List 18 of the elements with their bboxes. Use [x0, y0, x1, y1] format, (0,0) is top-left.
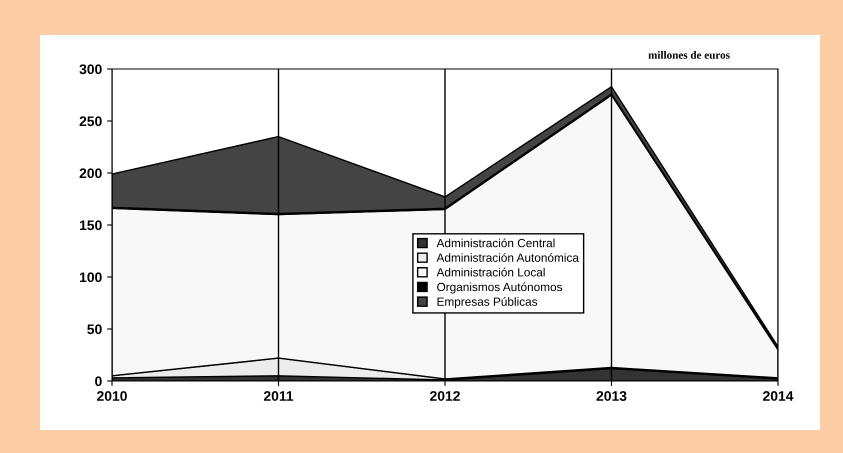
y-tick-label: 50	[87, 324, 102, 334]
x-tick-label: 2012	[430, 391, 460, 401]
x-tick-label: 2011	[264, 391, 294, 401]
y-tick-label: 0	[95, 376, 102, 386]
legend-label: Organismos Autónomos	[437, 282, 562, 294]
legend-label: Administración Central	[436, 238, 554, 248]
y-tick-label: 200	[80, 168, 102, 178]
y-tick-label: 250	[80, 116, 102, 126]
y-tick-label: 300	[79, 64, 102, 74]
x-tick-label: 2014	[763, 391, 794, 401]
y-tick-label: 150	[80, 220, 102, 230]
x-tick-label: 2013	[596, 391, 626, 401]
legend-label: Administración Local	[436, 268, 545, 276]
y-tick-label: 100	[80, 272, 102, 282]
legend-label: Administración Autonómica	[436, 253, 579, 262]
legend-label: Empresas Públicas	[438, 297, 538, 308]
y-axis-title: millones de euros	[648, 50, 730, 59]
x-tick-label: 2010	[97, 391, 127, 401]
